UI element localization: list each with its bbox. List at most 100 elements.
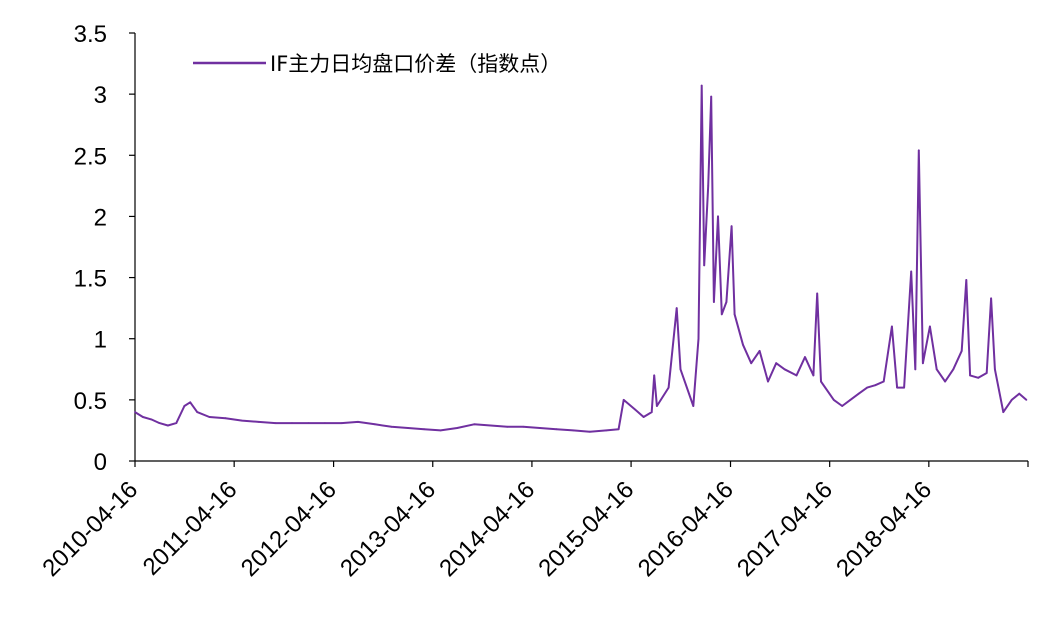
- data-point: [733, 313, 736, 316]
- data-point: [903, 386, 905, 389]
- data-point: [720, 313, 723, 316]
- data-point: [142, 416, 144, 418]
- data-point: [977, 376, 980, 379]
- data-point: [707, 185, 710, 187]
- data-point: [795, 374, 798, 377]
- data-point: [224, 417, 227, 420]
- data-point: [914, 368, 917, 371]
- data-point: [703, 264, 706, 267]
- data-point: [1002, 411, 1005, 413]
- data-point: [572, 429, 575, 432]
- data-point: [717, 215, 719, 218]
- data-point: [307, 422, 310, 424]
- data-point: [866, 386, 869, 389]
- data-point: [1025, 399, 1028, 401]
- data-point: [407, 427, 409, 429]
- data-point: [167, 424, 169, 427]
- data-point: [650, 411, 653, 413]
- data-point: [775, 362, 778, 365]
- data-point: [667, 386, 670, 389]
- y-tick-label: 0: [94, 449, 107, 476]
- data-point: [340, 422, 343, 424]
- data-point: [183, 405, 186, 407]
- x-tick-label: 2011-04-16: [138, 476, 243, 581]
- data-point: [622, 399, 625, 401]
- y-tick-label: 3: [94, 82, 107, 109]
- data-point: [692, 405, 695, 407]
- data-point: [700, 84, 703, 87]
- data-point: [969, 374, 971, 377]
- data-point: [917, 149, 920, 152]
- data-point: [758, 350, 761, 352]
- data-point: [656, 405, 658, 407]
- data-point: [960, 350, 963, 352]
- data-point: [710, 95, 713, 98]
- data-point: [423, 428, 425, 431]
- data-point: [374, 423, 376, 426]
- data-point: [158, 422, 161, 424]
- data-point: [816, 292, 819, 295]
- data-point: [985, 372, 988, 374]
- legend: IF主力日均盘口价差（指数点）: [193, 52, 561, 76]
- data-point: [150, 418, 153, 421]
- data-point: [994, 368, 996, 371]
- series-line: [134, 84, 1028, 433]
- data-point: [944, 380, 946, 383]
- data-point: [675, 307, 678, 309]
- y-tick-label: 0.5: [74, 388, 107, 415]
- data-point: [189, 401, 192, 404]
- data-point: [617, 428, 620, 431]
- data-point: [929, 325, 931, 328]
- y-tick-label: 3.5: [74, 21, 107, 48]
- data-point: [679, 368, 682, 371]
- data-point: [257, 421, 260, 423]
- x-tick-label: 2012-04-16: [236, 476, 342, 582]
- data-point: [832, 399, 835, 401]
- data-point: [841, 405, 844, 407]
- data-point: [725, 301, 728, 303]
- data-point: [882, 380, 885, 383]
- data-point: [896, 386, 898, 389]
- data-point: [990, 297, 992, 300]
- data-point: [134, 411, 136, 413]
- data-point: [952, 368, 955, 371]
- data-point: [588, 430, 591, 433]
- y-tick-label: 1: [94, 327, 107, 354]
- data-point: [241, 419, 243, 422]
- data-point: [922, 362, 924, 365]
- x-axis: 2010-04-162011-04-162012-04-162013-04-16…: [37, 460, 1029, 582]
- data-point: [891, 325, 893, 328]
- data-point: [175, 422, 178, 424]
- data-point: [874, 384, 877, 387]
- data-point: [730, 225, 733, 228]
- data-point: [196, 411, 199, 413]
- data-point: [849, 399, 852, 401]
- plot-area: [134, 84, 1028, 433]
- data-point: [274, 422, 277, 424]
- data-point: [506, 425, 509, 428]
- data-point: [750, 362, 753, 365]
- data-point: [653, 374, 656, 377]
- x-tick-label: 2013-04-16: [335, 476, 441, 582]
- y-tick-label: 1.5: [74, 266, 107, 293]
- data-point: [767, 380, 769, 383]
- data-point: [555, 428, 558, 431]
- data-point: [742, 343, 744, 346]
- data-point: [489, 424, 492, 427]
- data-point: [456, 427, 459, 429]
- data-point: [1018, 392, 1021, 395]
- data-point: [857, 392, 860, 395]
- y-tick-label: 2.5: [74, 143, 107, 170]
- data-point: [324, 422, 326, 424]
- legend-label: IF主力日均盘口价差（指数点）: [270, 52, 561, 76]
- x-tick-label: 2010-04-16: [37, 476, 143, 582]
- x-tick-label: 2015-04-16: [533, 476, 639, 582]
- data-point: [538, 427, 541, 429]
- x-tick-label: 2016-04-16: [633, 476, 739, 582]
- x-tick-label: 2014-04-16: [434, 476, 540, 582]
- data-point: [713, 301, 715, 303]
- x-tick-label: 2017-04-16: [732, 476, 838, 582]
- data-point: [910, 270, 913, 273]
- data-point: [1010, 399, 1013, 401]
